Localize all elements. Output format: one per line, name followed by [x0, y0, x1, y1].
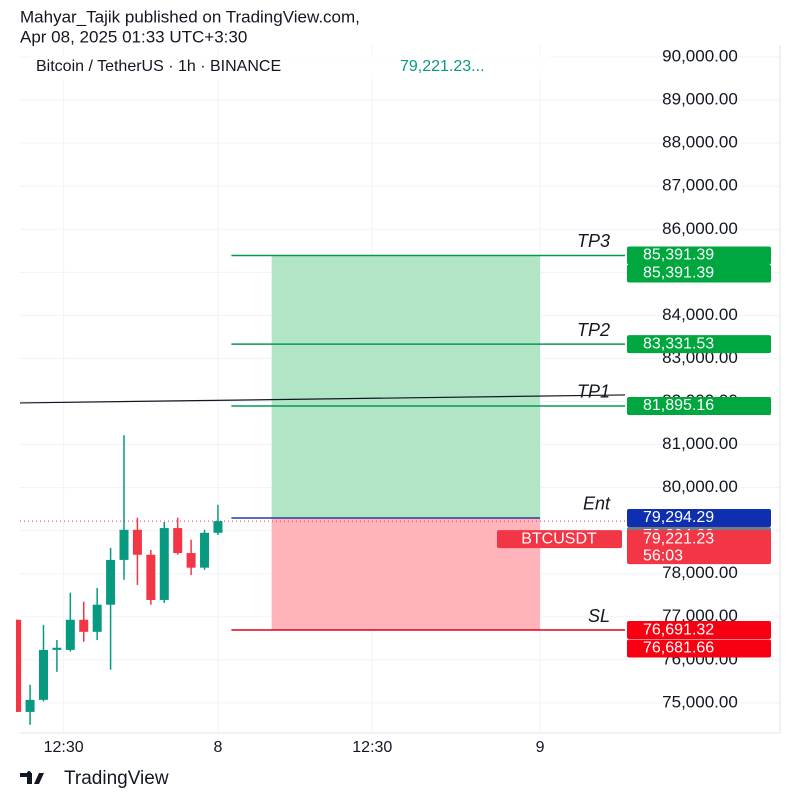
price-tag-label: 83,331.53 — [643, 335, 714, 352]
candle-body — [132, 529, 142, 555]
price-tag-label: 79,221.23 — [643, 530, 714, 547]
price-tag-box — [627, 621, 771, 640]
candle-body — [52, 647, 62, 650]
level-label: TP1 — [577, 382, 610, 402]
countdown: 56:03 — [643, 547, 683, 564]
x-tick-label: 12:30 — [44, 739, 84, 756]
candle-body — [25, 699, 35, 712]
candle — [92, 587, 102, 641]
price-tag-label: 81,895.16 — [643, 397, 714, 414]
candle — [25, 684, 35, 725]
price-tag-label: 76,691.32 — [643, 621, 714, 638]
symbol-tag-box — [497, 530, 622, 549]
y-tick-label: 88,000.00 — [662, 133, 738, 152]
price-tag: 85,391.39 — [627, 264, 771, 283]
legend-bg — [30, 55, 550, 79]
price-tag-label: 76,681.66 — [643, 640, 714, 657]
price-tag: 85,391.39 — [627, 246, 771, 265]
price-tag-box — [627, 639, 771, 658]
candle-body — [213, 521, 223, 533]
x-tick-label: 8 — [214, 739, 223, 756]
price-tag-box — [627, 264, 771, 283]
y-tick-label: 84,000.00 — [662, 305, 738, 324]
candle — [52, 640, 62, 672]
candle — [38, 624, 48, 702]
y-tick-label: 90,000.00 — [662, 47, 738, 66]
price-tag-box — [627, 508, 771, 527]
level-label: Ent — [583, 494, 611, 514]
price-tag-box — [627, 530, 771, 565]
y-tick-label: 80,000.00 — [662, 477, 738, 496]
candle-body — [38, 649, 48, 700]
y-tick-label: 86,000.00 — [662, 219, 738, 238]
candle-body — [119, 529, 129, 560]
price-tag-label: 85,391.39 — [643, 247, 714, 264]
price-tag-label: 85,391.39 — [643, 265, 714, 282]
price-tag: 79,294.29 — [627, 508, 771, 527]
candle — [173, 517, 183, 555]
candle — [186, 539, 196, 575]
candle — [200, 529, 210, 570]
candle-body — [106, 559, 116, 605]
left-mask — [0, 45, 16, 733]
price-tag: 81,895.16 — [627, 396, 771, 415]
y-tick-label: 78,000.00 — [662, 563, 738, 582]
price-tag-box — [627, 335, 771, 354]
publish-date: Apr 08, 2025 01:33 UTC+3:30 — [20, 27, 247, 46]
candle-body — [12, 619, 22, 712]
y-tick-label: 87,000.00 — [662, 176, 738, 195]
price-tag-box — [627, 396, 771, 415]
x-tick-label: 12:30 — [352, 739, 392, 756]
candle — [119, 435, 129, 580]
trendline — [19, 394, 626, 404]
price-tag: 76,681.66 — [627, 639, 771, 658]
level-label: SL — [588, 606, 610, 626]
candle — [12, 619, 22, 712]
price-tag: 83,331.53 — [627, 335, 771, 354]
level-label: TP3 — [577, 231, 610, 251]
tradingview-logo — [20, 771, 44, 784]
y-tick-label: 81,000.00 — [662, 434, 738, 453]
candle — [65, 592, 75, 652]
candle-body — [200, 532, 210, 568]
publisher: Mahyar_Tajik published on TradingView.co… — [20, 7, 360, 26]
candle — [213, 504, 223, 535]
y-tick-label: 75,000.00 — [662, 692, 738, 711]
candle-body — [65, 619, 75, 650]
candle — [159, 522, 169, 603]
level-label: TP2 — [577, 320, 610, 340]
candle — [146, 550, 156, 605]
y-tick-label: 89,000.00 — [662, 90, 738, 109]
candle-body — [186, 553, 196, 568]
candle-body — [159, 528, 169, 600]
candle-body — [79, 619, 89, 632]
price-tag: 76,691.32 — [627, 621, 771, 640]
profit-zone — [271, 255, 541, 518]
symbol-title: Bitcoin / TetherUS · 1h · BINANCE — [36, 58, 281, 75]
x-tick-label: 9 — [536, 739, 545, 756]
last-price: 79,221.23... — [400, 58, 485, 75]
candle-body — [92, 604, 102, 632]
candle — [132, 517, 142, 585]
loss-zone — [271, 517, 541, 631]
price-tag-box — [627, 246, 771, 265]
y-tick-label: 77,000.00 — [662, 606, 738, 625]
brand: TradingView — [64, 768, 169, 789]
candle — [106, 547, 116, 670]
price-tag-label: 79,294.29 — [643, 509, 714, 526]
candle-body — [146, 554, 156, 600]
candle-body — [173, 528, 183, 554]
candle — [79, 601, 89, 642]
symbol-tag: BTCUSDT — [521, 530, 597, 547]
